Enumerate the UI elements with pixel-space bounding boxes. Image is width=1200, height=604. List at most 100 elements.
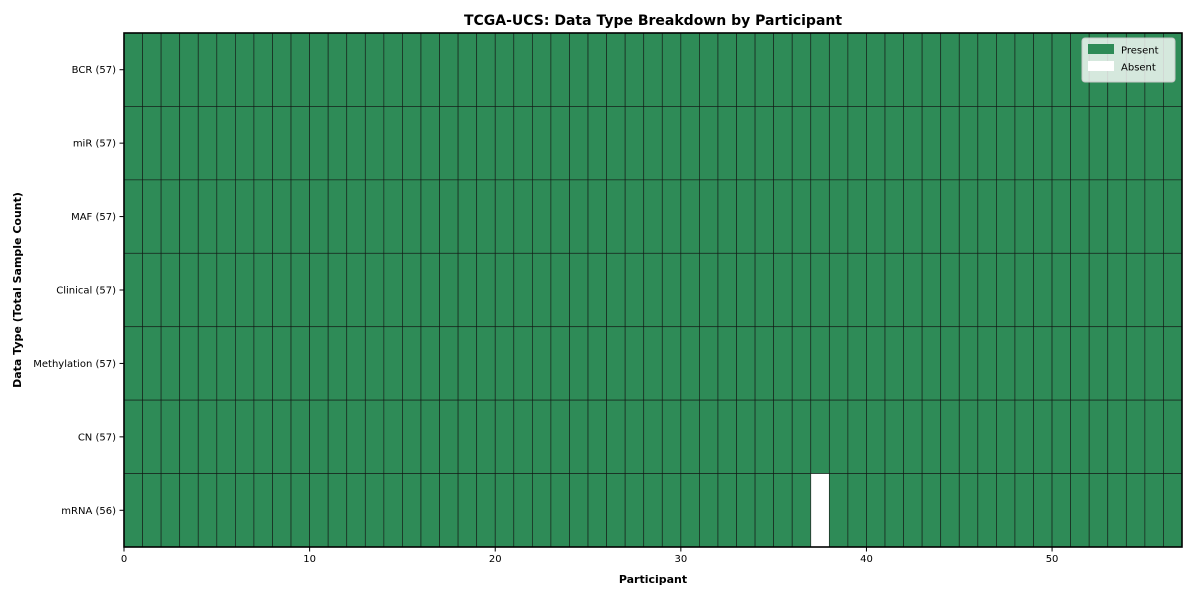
heatmap-cell [699, 106, 719, 181]
heatmap-cell [810, 32, 830, 107]
heatmap-cell [476, 179, 496, 254]
heatmap-cell [587, 106, 607, 181]
heatmap-cell [699, 473, 719, 548]
heatmap-cell [773, 252, 793, 328]
chart-title: TCGA-UCS: Data Type Breakdown by Partici… [464, 13, 842, 29]
heatmap-cell [513, 32, 533, 107]
heatmap-cell [327, 106, 348, 181]
heatmap-cell [661, 473, 682, 548]
legend-label-absent: Absent [1121, 63, 1156, 74]
heatmap-cell [791, 473, 812, 548]
heatmap-cell [550, 252, 570, 328]
heatmap-cell [847, 326, 867, 401]
heatmap-cell [828, 32, 849, 107]
heatmap-cell [921, 473, 942, 548]
heatmap-cell [197, 106, 218, 181]
y-tick-label: CN (57) [78, 432, 116, 443]
heatmap-cell [1088, 399, 1109, 474]
heatmap-cell [958, 252, 979, 328]
y-axis-label: Data Type (Total Sample Count) [11, 192, 24, 388]
heatmap-cell [420, 399, 440, 474]
heatmap-cell [327, 326, 348, 401]
heatmap-cell [531, 32, 552, 107]
heatmap-cell [606, 399, 626, 474]
heatmap-cell [736, 106, 756, 181]
heatmap-cell [272, 252, 292, 328]
heatmap-cell [1070, 179, 1090, 254]
heatmap-cell [123, 473, 143, 548]
heatmap-cell [216, 32, 236, 107]
heatmap-cell [420, 106, 440, 181]
heatmap-cell [494, 106, 515, 181]
heatmap-cell [290, 32, 310, 107]
heatmap-cell [123, 326, 143, 401]
heatmap-cell [1033, 473, 1053, 548]
heatmap-cell [216, 399, 236, 474]
heatmap-cell [290, 326, 310, 401]
heatmap-cell [884, 252, 904, 328]
heatmap-cell [996, 326, 1016, 401]
heatmap-cell [309, 32, 329, 107]
heatmap-cell [643, 252, 663, 328]
heatmap-cell [773, 326, 793, 401]
heatmap-cell [346, 32, 366, 107]
heatmap-cell [123, 399, 143, 474]
heatmap-cell [216, 473, 236, 548]
heatmap-cell [383, 473, 403, 548]
x-axis-ticks: 0 10 20 30 40 50 [121, 547, 1058, 565]
heatmap-cell [940, 252, 960, 328]
heatmap-cell [866, 326, 886, 401]
heatmap-cell [327, 179, 348, 254]
heatmap-cell [197, 32, 218, 107]
legend: Present Absent [1081, 37, 1176, 83]
heatmap-cell [643, 179, 663, 254]
heatmap-cell [1107, 179, 1127, 254]
heatmap-cell [921, 399, 942, 474]
heatmap-cell [717, 252, 737, 328]
heatmap-cell [327, 32, 348, 107]
heatmap-cell [160, 106, 181, 181]
heatmap-cell [1051, 252, 1071, 328]
heatmap-cell [494, 326, 515, 401]
heatmap-cell [123, 179, 143, 254]
heatmap-cell [828, 326, 849, 401]
heatmap-cell [606, 473, 626, 548]
heatmap-cell [958, 399, 979, 474]
heatmap-cell [531, 179, 552, 254]
heatmap-cell [1014, 473, 1034, 548]
heatmap-cell [1107, 326, 1127, 401]
heatmap-cell [903, 179, 923, 254]
heatmap-cell [123, 32, 143, 107]
heatmap-cell [457, 473, 478, 548]
heatmap-cell [1125, 326, 1146, 401]
heatmap-cell [661, 106, 682, 181]
heatmap-cell [346, 106, 366, 181]
heatmap-cell [457, 399, 478, 474]
heatmap-cell [494, 179, 515, 254]
heatmap-cell [773, 473, 793, 548]
heatmap-cell [606, 252, 626, 328]
heatmap-cell [624, 326, 645, 401]
heatmap-cell [179, 473, 199, 548]
heatmap-cell [1051, 473, 1071, 548]
heatmap-cell [1033, 399, 1053, 474]
heatmap-cell [587, 326, 607, 401]
heatmap-cell [699, 399, 719, 474]
heatmap-cell [736, 179, 756, 254]
heatmap-cell [1163, 252, 1183, 328]
heatmap-cell [810, 399, 830, 474]
heatmap-cell [402, 106, 422, 181]
heatmap-cell [699, 32, 719, 107]
heatmap-cell [1070, 473, 1090, 548]
heatmap-cell [1088, 473, 1109, 548]
heatmap-cell [680, 326, 700, 401]
heatmap-cell [142, 473, 162, 548]
heatmap-cell [1088, 252, 1109, 328]
heatmap-cell [977, 399, 997, 474]
heatmap-cell [235, 326, 255, 401]
heatmap-cell [327, 473, 348, 548]
heatmap-cell [903, 106, 923, 181]
heatmap-cell [1088, 326, 1109, 401]
heatmap-cell [364, 179, 385, 254]
